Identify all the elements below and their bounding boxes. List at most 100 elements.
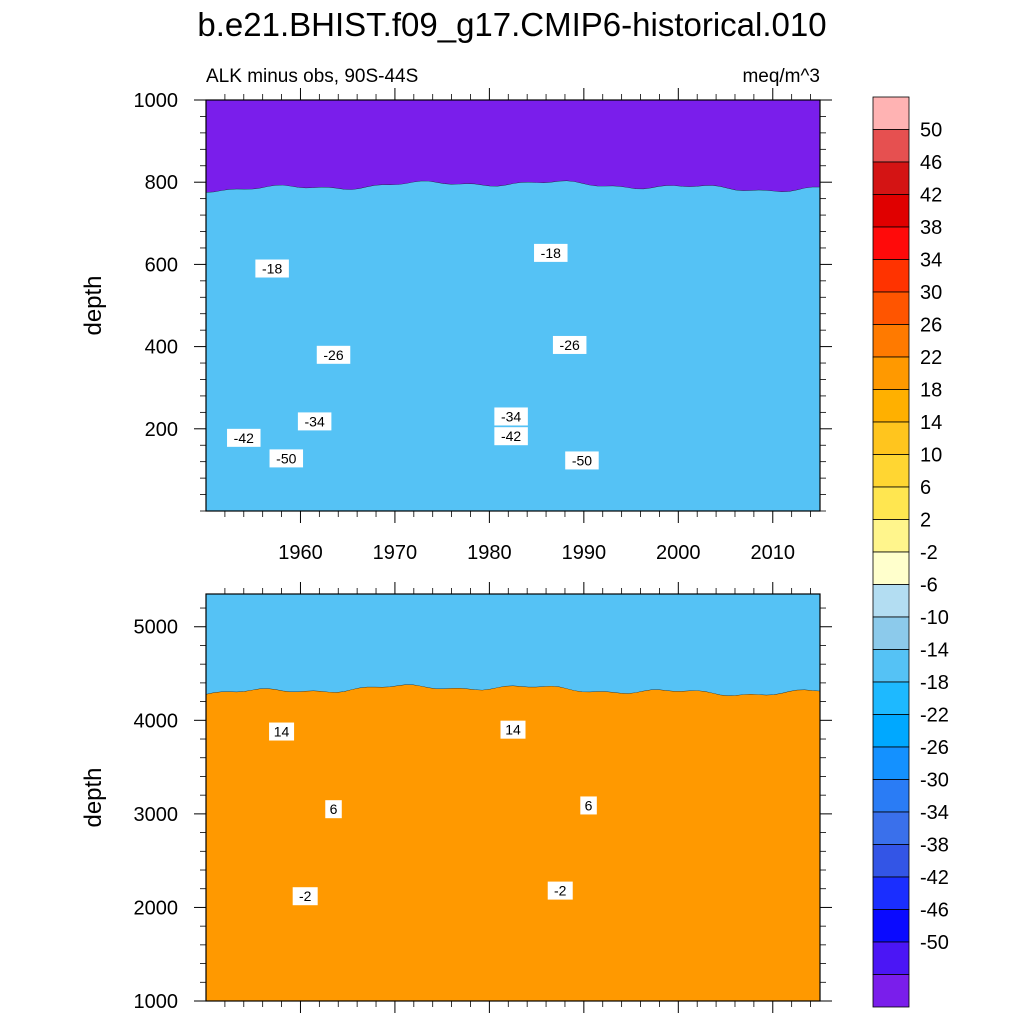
colorbar-swatch-11 [872, 454, 910, 488]
bottom-contour-label-5: 14 [500, 720, 526, 739]
colorbar-label-6: 26 [920, 315, 942, 337]
colorbar-label-0: 50 [920, 120, 942, 142]
bottom-contour-label-4: 14 [269, 722, 295, 741]
top-contour-label-6: -26 [316, 345, 351, 364]
colorbar-label-2: 42 [920, 185, 942, 207]
colorbar-swatch-14 [872, 551, 910, 585]
top-contour-label-bg [297, 412, 332, 431]
top-contour-label-7: -26 [552, 335, 587, 354]
chart-title: b.e21.BHIST.f09_g17.CMIP6-historical.010 [197, 6, 826, 43]
top-contour-label-text: -34 [305, 413, 325, 429]
colorbar-swatch-5 [872, 259, 910, 293]
colorbar-swatch-6 [872, 291, 910, 325]
bottom-panel: -2 -2 6 6 14 14 1000 2000 3000 4000 5000 depth [80, 582, 832, 1013]
bottom-contour-label-bg [547, 881, 573, 900]
colorbar-label-11: 6 [920, 477, 931, 499]
bottom-band-8 [206, 684, 820, 1001]
top-band-10 [206, 181, 820, 511]
top-x-tick-label-2: 1980 [467, 542, 512, 564]
colorbar-label-16: -14 [920, 640, 949, 662]
colorbar-label-19: -26 [920, 737, 949, 759]
bottom-contour-label-bg [580, 796, 597, 815]
colorbar-label-18: -22 [920, 705, 949, 727]
bottom-contour-label-1: -2 [547, 881, 573, 900]
top-x-tick-label-3: 1990 [562, 542, 607, 564]
colorbar-swatch-15 [872, 584, 910, 618]
top-contour-label-8: -18 [255, 259, 289, 278]
colorbar-label-13: -2 [920, 542, 938, 564]
colorbar-label-17: -18 [920, 672, 949, 694]
bottom-contour-label-3: 6 [580, 796, 597, 815]
colorbar-swatch-0 [872, 96, 910, 130]
top-x-tick-label-0: 1960 [278, 542, 323, 564]
colorbar-label-3: 38 [920, 217, 942, 239]
colorbar-swatch-4 [872, 226, 910, 260]
bottom-contour-label-bg [292, 887, 318, 906]
top-contour-label-bg [316, 345, 351, 364]
top-contour-label-bg [269, 449, 304, 468]
colorbar-swatch-19 [872, 714, 910, 748]
bottom-contour-label-text: -2 [554, 883, 567, 899]
top-contour-label-4: -34 [297, 412, 332, 431]
colorbar-label-10: 10 [920, 445, 942, 467]
top-contour-label-9: -18 [534, 243, 568, 262]
colorbar-swatch-1 [872, 129, 910, 163]
colorbar-swatch-8 [872, 356, 910, 390]
colorbar-label-15: -10 [920, 607, 949, 629]
bottom-contour-label-text: 6 [330, 801, 338, 817]
colorbar-label-1: 46 [920, 152, 942, 174]
colorbar-swatch-17 [872, 649, 910, 683]
colorbar-swatch-7 [872, 324, 910, 358]
top-contour-label-text: -42 [234, 430, 254, 446]
top-contour-label-3: -42 [494, 427, 528, 446]
bottom-contour-label-text: 14 [505, 722, 521, 738]
bottom-contour-label-text: 14 [274, 724, 290, 740]
colorbar-label-7: 22 [920, 347, 942, 369]
bottom-contour-label-0: -2 [292, 887, 318, 906]
top-contour-label-text: -50 [572, 452, 592, 468]
chart-units-label: meq/m^3 [742, 66, 820, 87]
colorbar-swatch-22 [872, 811, 910, 845]
colorbar-label-4: 34 [920, 250, 942, 272]
top-y-tick-label-2: 600 [145, 254, 178, 276]
top-contour-label-bg [552, 335, 587, 354]
top-y-tick-label-3: 800 [145, 172, 178, 194]
colorbar-swatch-25 [872, 909, 910, 943]
chart-subtitle-left: ALK minus obs, 90S-44S [206, 66, 418, 87]
top-y-tick-label-0: 200 [145, 419, 178, 441]
top-contour-label-text: -18 [262, 261, 282, 277]
bottom-y-tick-label-1: 2000 [134, 897, 179, 919]
top-x-tick-label-4: 2000 [656, 542, 701, 564]
bottom-y-tick-label-0: 1000 [134, 991, 179, 1013]
bottom-contour-label-bg [269, 722, 295, 741]
colorbar-swatch-9 [872, 389, 910, 423]
colorbar-swatch-27 [872, 974, 910, 1008]
top-contour-label-bg [494, 427, 528, 446]
top-contour-label-0: -50 [269, 449, 304, 468]
top-contour-label-1: -50 [565, 451, 599, 470]
top-plot-area: -50 -50 -42 -42 -34 -34 -26 -26 -18 -18 [206, 100, 820, 511]
colorbar-swatch-23 [872, 844, 910, 878]
bottom-y-axis-label: depth [80, 767, 107, 827]
colorbar-label-5: 30 [920, 282, 942, 304]
colorbar-swatch-10 [872, 421, 910, 455]
top-contour-label-2: -42 [227, 428, 261, 447]
top-contour-label-text: -34 [501, 408, 521, 424]
top-contour-label-text: -26 [323, 347, 343, 363]
top-contour-label-bg [255, 259, 289, 278]
colorbar-swatch-18 [872, 681, 910, 715]
colorbar-swatch-3 [872, 194, 910, 228]
bottom-contour-label-bg [325, 800, 342, 819]
top-x-tick-label-5: 2010 [751, 542, 796, 564]
top-contour-label-bg [565, 451, 599, 470]
colorbar-label-25: -50 [920, 932, 949, 954]
bottom-frame [205, 593, 821, 1002]
colorbar-label-14: -6 [920, 575, 938, 597]
colorbar-swatch-20 [872, 746, 910, 780]
colorbar-label-21: -34 [920, 802, 949, 824]
top-contour-label-text: -26 [560, 337, 580, 353]
bottom-y-tick-label-3: 4000 [134, 710, 179, 732]
colorbar-swatch-24 [872, 876, 910, 910]
top-y-tick-label-1: 400 [145, 337, 178, 359]
